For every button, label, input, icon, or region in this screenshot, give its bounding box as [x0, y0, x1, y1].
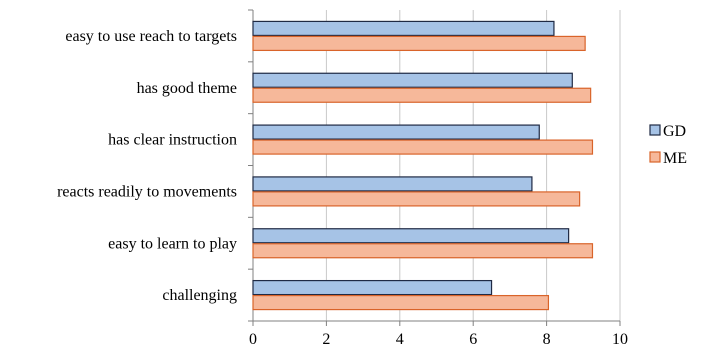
x-tick-label-3: 6: [469, 331, 477, 348]
category-label-4: easy to learn to play: [108, 235, 237, 252]
bar-gd-2: [252, 124, 540, 140]
x-tick-label-1: 2: [322, 331, 330, 348]
bar-gd-4: [252, 228, 570, 244]
x-tick-label-2: 4: [396, 331, 404, 348]
x-tick-label-5: 10: [612, 331, 628, 348]
bar-me-1: [252, 87, 592, 103]
x-tick-label-4: 8: [543, 331, 551, 348]
x-tick-label-0: 0: [249, 331, 257, 348]
category-label-3: reacts readily to movements: [57, 183, 237, 200]
legend-swatch-me: [649, 151, 661, 163]
category-label-5: challenging: [162, 287, 237, 304]
bar-gd-5: [252, 279, 493, 296]
legend-label-me: ME: [663, 150, 687, 167]
bar-me-3: [252, 191, 581, 207]
bar-gd-3: [252, 176, 533, 192]
legend-swatch-gd: [649, 124, 661, 136]
bar-me-5: [252, 294, 550, 311]
bar-me-4: [252, 243, 594, 259]
bar-gd-0: [252, 20, 555, 37]
bar-me-0: [252, 35, 586, 52]
category-label-1: has good theme: [137, 80, 237, 97]
bar-gd-1: [252, 72, 573, 88]
bar-me-2: [252, 139, 594, 155]
category-label-0: easy to use reach to targets: [65, 28, 237, 45]
category-label-2: has clear instruction: [108, 132, 237, 149]
legend-label-gd: GD: [663, 123, 686, 140]
